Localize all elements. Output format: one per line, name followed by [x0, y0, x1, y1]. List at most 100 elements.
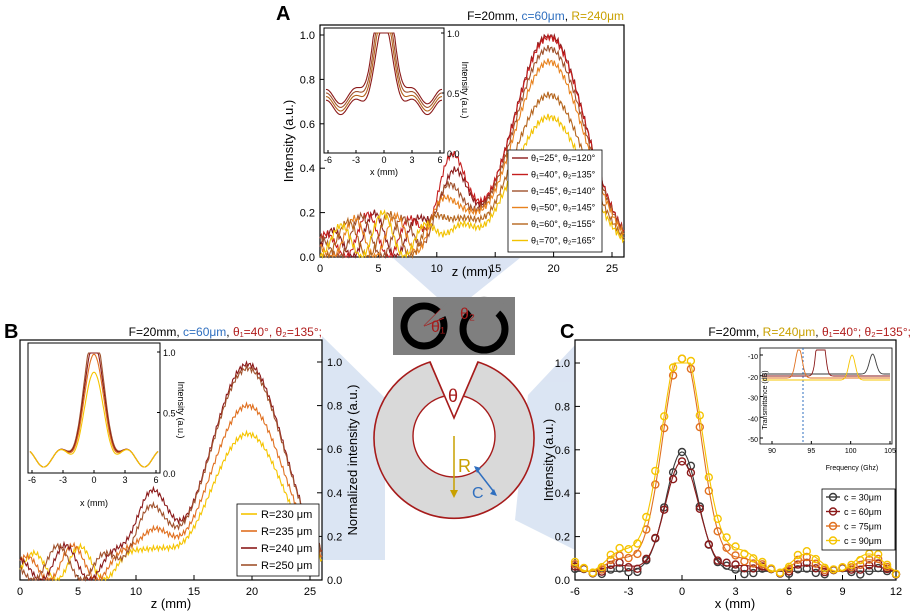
panel-b-xtick-label: 5: [75, 586, 81, 598]
panel-c-marker: [704, 540, 713, 549]
panel-a-ytick-label: 0.4: [300, 163, 315, 175]
panel-c-marker: [749, 559, 758, 568]
panel-c-marker: [677, 447, 687, 457]
panel-c-xtick-label: 6: [786, 586, 792, 598]
panel-a: A F=20mm, c=60μm, R=240μm 0 5 10 15 20 25 0.0…: [276, 3, 625, 279]
panel-b-yticks: 0.0 0.2 0.4 0.6 0.8 1.0: [317, 357, 342, 587]
panel-c-marker: [651, 480, 660, 489]
projection-a: [393, 258, 520, 298]
panel-a-xticks: 0 5 10 15 20 25: [317, 252, 618, 275]
panel-c-marker: [758, 557, 767, 567]
panel-b-legend-label: R=235 μm: [261, 526, 312, 538]
panel-b-inset-xtick-label: 3: [122, 475, 127, 485]
panel-a-xtick-label: 20: [547, 263, 559, 275]
width-line: [476, 469, 495, 493]
panel-c-marker: [775, 568, 785, 577]
panel-c-inset-xtick-label: 100: [845, 448, 857, 455]
panel-c-marker: [588, 568, 597, 577]
panel-c-marker: [874, 554, 883, 564]
theta2-label: θ₂: [460, 306, 475, 323]
panel-c-marker: [838, 563, 847, 572]
panel-a-legend-label: θ₁=50°, θ₂=145°: [531, 203, 596, 213]
panel-c-marker: [731, 542, 740, 551]
panel-c-marker: [713, 556, 722, 565]
panel-c-marker: [579, 563, 589, 573]
panel-b-inset-ytick-label: 1.0: [163, 348, 176, 358]
panel-c-xtick-label: 0: [679, 586, 685, 598]
panel-c-legend-marker: [828, 492, 838, 502]
panel-c-marker: [713, 514, 722, 523]
panel-c-marker: [865, 561, 874, 570]
panel-c-inset-curve: [762, 349, 890, 377]
width-arrow-start: [474, 466, 481, 473]
panel-c-ytick-label: 0.4: [555, 488, 570, 500]
panel-c-ylabel: Intensity (a.u.): [541, 419, 556, 501]
panel-a-inset-xtick-label: 0: [381, 155, 386, 165]
panel-c-inset-curve: [762, 353, 890, 375]
panel-c-marker: [704, 473, 713, 482]
panel-c-ytick-label: 0.0: [555, 575, 570, 587]
panel-c-marker: [856, 555, 865, 565]
panel-c-ytick-label: 0.6: [555, 445, 570, 457]
panel-c-marker: [820, 563, 829, 572]
panel-c-marker: [633, 567, 642, 577]
panel-c-inset-ytick-label: -30: [748, 396, 758, 403]
panel-b-xtick-label: 25: [304, 586, 316, 598]
panel-a-inset-curve: [325, 32, 443, 116]
panel-a-ylabel: Intensity (a.u.): [281, 100, 296, 182]
ring-theta2-gap: [464, 296, 505, 329]
panel-a-inset-ytick-label: 0.0: [447, 149, 460, 159]
panel-c-inset-xtick-label: 105: [884, 448, 896, 455]
panel-c-marker: [633, 539, 642, 548]
panel-b-xtick-label: 0: [17, 586, 23, 598]
panel-c-marker: [811, 559, 820, 568]
panel-a-xtick-label: 25: [606, 263, 618, 275]
panel-a-legend-items: θ₁=25°, θ₂=120° θ₁=40°, θ₂=135° θ₁=45°, θ₂…: [512, 153, 596, 246]
panel-b-label: B: [4, 321, 18, 343]
panel-b-ylabel: Normalized intensity (a.u.): [345, 385, 360, 536]
panel-c-marker: [624, 545, 633, 554]
panel-b-ytick-label: 0.0: [327, 575, 342, 587]
panel-b-inset-xtick-label: 6: [153, 475, 158, 485]
panel-c-legend-marker: [828, 507, 838, 516]
panel-c-ytick-label: 1.0: [555, 358, 570, 370]
panel-b-inset-ytick-label: 0.5: [163, 409, 176, 419]
panel-a-curve: [319, 32, 625, 259]
panel-c-marker: [651, 466, 660, 476]
panel-b-inset-curve: [29, 371, 159, 468]
panel-b-xtick-label: 15: [188, 586, 200, 598]
panel-c-marker: [695, 411, 704, 420]
panel-c-marker: [740, 569, 749, 579]
panel-c-legend-label: c = 75μm: [844, 522, 881, 532]
panel-c-marker: [749, 568, 758, 578]
panel-a-title: F=20mm, c=60μm, R=240μm: [467, 9, 624, 23]
panel-a-curve: [319, 44, 625, 259]
panel-b-legend-label: R=250 μm: [261, 560, 312, 572]
panel-c-marker: [749, 564, 758, 573]
panel-c-xtick-label: -3: [624, 586, 634, 598]
panel-c-marker: [749, 554, 758, 563]
split-ring-gap: [431, 366, 477, 420]
panel-c-marker: [570, 557, 580, 567]
panel-c-marker: [642, 554, 651, 563]
panel-a-yticks: 0.0 0.2 0.4 0.6 0.8 1.0: [300, 30, 325, 264]
panel-c-marker: [722, 543, 731, 552]
panel-c-xtick-label: 9: [839, 586, 845, 598]
panel-a-legend-label: θ₁=45°, θ₂=140°: [531, 186, 596, 196]
panel-a-inset-xtick-label: 3: [409, 155, 414, 165]
panel-c-legend-label: c = 60μm: [844, 507, 881, 517]
panel-c-marker: [784, 562, 794, 571]
panel-c-marker: [856, 570, 865, 579]
panel-b-xlabel: z (mm): [151, 596, 191, 611]
theta1-label: θ₁: [431, 319, 445, 336]
panel-c-marker: [722, 558, 731, 567]
panel-b-inset-ylabel: Intensity (a.u.): [176, 381, 186, 438]
panel-c-legend-label: c = 90μm: [844, 536, 881, 546]
panel-c-marker: [597, 563, 606, 572]
panel-a-legend-label: θ₁=40°, θ₂=135°: [531, 170, 596, 180]
panel-a-ytick-label: 0.0: [300, 252, 315, 264]
panel-c-marker: [865, 566, 874, 576]
panel-c-marker: [686, 468, 696, 477]
panel-c-legend-marker: [828, 521, 838, 531]
panel-c-inset-ytick-label: -10: [748, 354, 758, 361]
